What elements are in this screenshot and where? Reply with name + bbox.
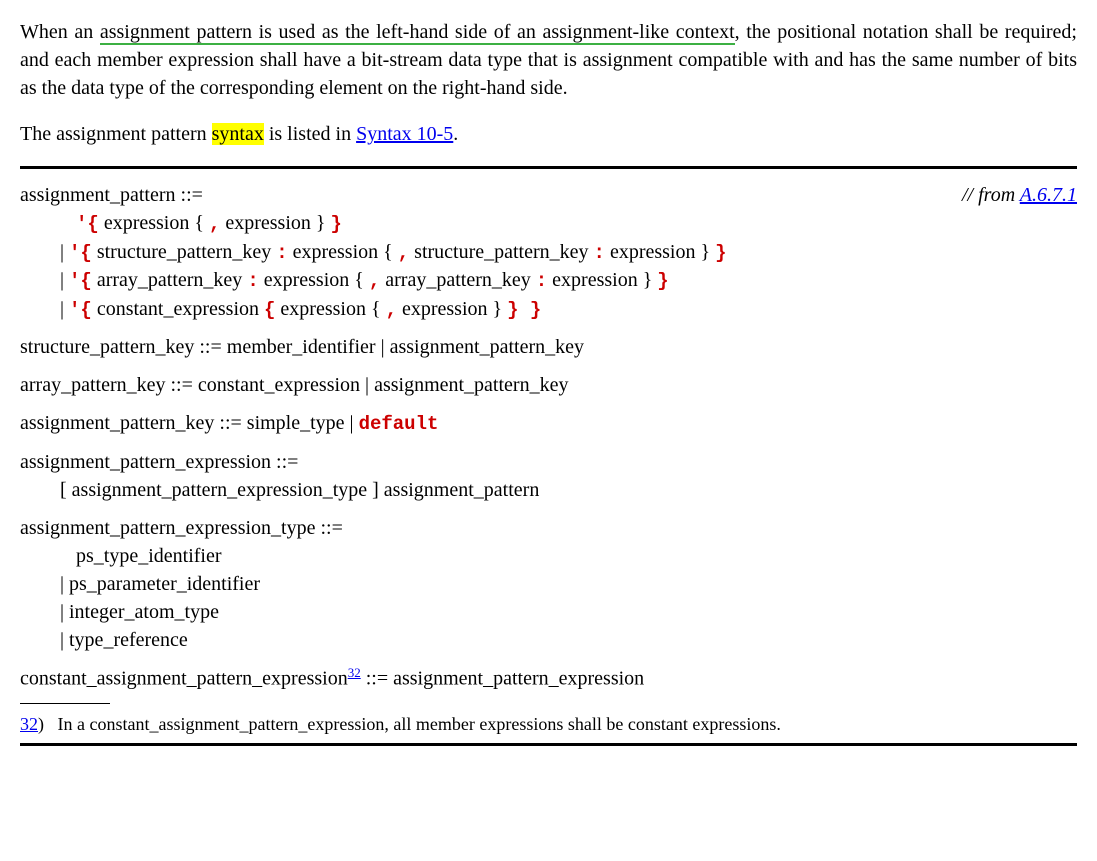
highlighted-word: syntax (212, 123, 264, 145)
pipe: | (60, 269, 69, 291)
text-segment: The assignment pattern (20, 123, 212, 145)
production-assignment-pattern: assignment_pattern ::= // from A.6.7.1 '… (20, 181, 1077, 323)
terminal: '{ (69, 270, 92, 292)
terminal: { (264, 299, 275, 321)
text-segment: When an (20, 21, 100, 43)
nonterminal: expression { (288, 241, 398, 263)
terminal: } (331, 213, 342, 235)
pipe: | (60, 298, 69, 320)
footnote-text: In a constant_assignment_pattern_express… (58, 714, 781, 734)
terminal: : (247, 270, 258, 292)
production-alt: ps_type_identifier (20, 542, 1077, 570)
terminal: } (657, 270, 668, 292)
terminal-keyword: default (359, 413, 439, 435)
production-assignment-pattern-key: assignment_pattern_key ::= simple_type |… (20, 409, 1077, 438)
terminal: '{ (69, 299, 92, 321)
terminal: '{ (69, 242, 92, 264)
production-array-pattern-key: array_pattern_key ::= constant_expressio… (20, 371, 1077, 399)
nonterminal: constant_assignment_pattern_expression (20, 668, 348, 690)
production-lhs: assignment_pattern ::= // from A.6.7.1 (20, 181, 1077, 209)
footnote-separator (20, 703, 110, 704)
production-alt-4: | '{ constant_expression { expression { … (20, 295, 1077, 324)
intro-paragraph-2: The assignment pattern syntax is listed … (20, 120, 1077, 148)
terminal: , (209, 213, 220, 235)
nonterminal: expression } (605, 241, 715, 263)
production-constant-assignment-pattern-expression: constant_assignment_pattern_expression32… (20, 664, 1077, 693)
production-alt: | ps_parameter_identifier (20, 570, 1077, 598)
terminal: } } (507, 299, 541, 321)
nonterminal: array_pattern_key (380, 269, 535, 291)
nonterminal: assignment_pattern_key ::= simple_type | (20, 412, 359, 434)
nonterminal: expression { (259, 269, 369, 291)
terminal: : (594, 242, 605, 264)
production-alt-3: | '{ array_pattern_key : expression { , … (20, 266, 1077, 295)
production-assignment-pattern-expression: assignment_pattern_expression ::= [ assi… (20, 448, 1077, 504)
nonterminal: structure_pattern_key (92, 241, 276, 263)
footnote: 32) In a constant_assignment_pattern_exp… (20, 712, 1077, 737)
terminal: , (369, 270, 380, 292)
intro-paragraph-1: When an assignment pattern is used as th… (20, 18, 1077, 102)
footnote-paren: ) (38, 714, 44, 734)
text-segment: . (453, 123, 458, 145)
nonterminal: expression } (220, 212, 330, 234)
production-alt-1: '{ expression { , expression } } (20, 209, 1077, 238)
production-lhs: assignment_pattern_expression_type ::= (20, 514, 1077, 542)
production-structure-pattern-key: structure_pattern_key ::= member_identif… (20, 333, 1077, 361)
terminal: , (398, 242, 409, 264)
production-rhs: [ assignment_pattern_expression_type ] a… (20, 476, 1077, 504)
syntax-link[interactable]: Syntax 10-5 (356, 123, 453, 145)
bottom-rule (20, 743, 1077, 746)
underlined-phrase: assignment pattern is used as the left-h… (100, 21, 735, 45)
footnote-number-link[interactable]: 32 (20, 714, 38, 734)
nonterminal: expression { (275, 298, 385, 320)
pipe: | (60, 241, 69, 263)
terminal: , (386, 299, 397, 321)
terminal: : (536, 270, 547, 292)
nonterminal: constant_expression (92, 298, 264, 320)
from-prefix: // from (962, 184, 1020, 206)
production-lhs: assignment_pattern_expression ::= (20, 448, 1077, 476)
text-segment: is listed in (264, 123, 356, 145)
syntax-box: assignment_pattern ::= // from A.6.7.1 '… (20, 181, 1077, 737)
top-rule (20, 166, 1077, 169)
nonterminal: ::= assignment_pattern_expression (361, 668, 644, 690)
production-assignment-pattern-expression-type: assignment_pattern_expression_type ::= p… (20, 514, 1077, 654)
lhs-text: assignment_pattern ::= (20, 184, 203, 206)
terminal: } (715, 242, 726, 264)
production-alt: | integer_atom_type (20, 598, 1077, 626)
from-reference: // from A.6.7.1 (962, 181, 1077, 209)
terminal: : (276, 242, 287, 264)
appendix-link[interactable]: A.6.7.1 (1020, 184, 1077, 206)
footnote-ref-link[interactable]: 32 (348, 665, 361, 680)
nonterminal: expression } (547, 269, 657, 291)
nonterminal: structure_pattern_key (409, 241, 593, 263)
production-alt: | type_reference (20, 626, 1077, 654)
nonterminal: expression { (99, 212, 209, 234)
nonterminal: array_pattern_key (92, 269, 247, 291)
terminal: '{ (76, 213, 99, 235)
nonterminal: expression } (397, 298, 507, 320)
production-alt-2: | '{ structure_pattern_key : expression … (20, 238, 1077, 267)
